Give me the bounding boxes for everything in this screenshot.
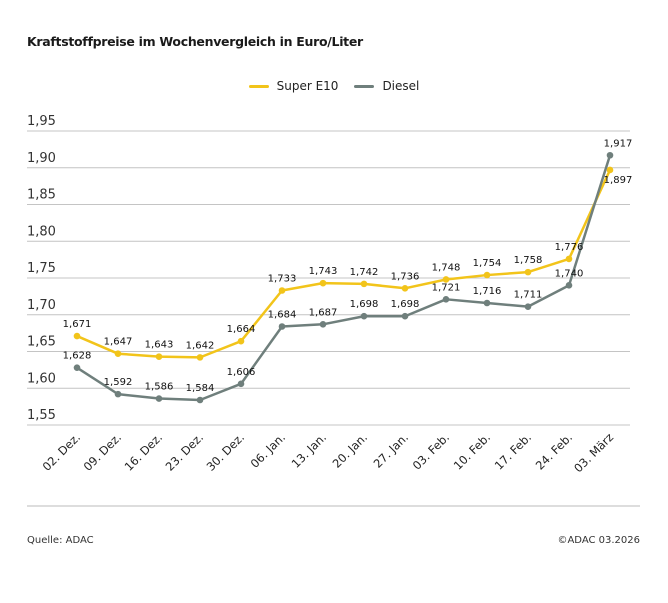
data-point (114, 390, 122, 398)
data-label: 1,897 (604, 175, 633, 186)
data-label: 1,742 (350, 267, 379, 278)
x-tick-label: 06. Jan. (248, 430, 289, 471)
x-tick-label: 24. Feb. (533, 430, 575, 472)
x-tick-label: 03. März (571, 430, 616, 475)
data-label: 1,754 (473, 258, 502, 269)
data-label: 1,687 (309, 307, 338, 318)
data-point (360, 280, 368, 288)
data-point (114, 350, 122, 358)
data-point (483, 299, 491, 307)
x-tick-label: 02. Dez. (40, 430, 84, 474)
y-tick-label: 1,90 (27, 151, 56, 166)
data-label: 1,643 (145, 340, 174, 351)
legend-swatch-super-e10 (248, 84, 269, 88)
data-label: 1,684 (268, 310, 297, 321)
data-label: 1,698 (391, 299, 420, 310)
data-label: 1,716 (473, 286, 502, 297)
data-label: 1,736 (391, 271, 420, 282)
x-tick-label: 13. Jan. (289, 430, 330, 471)
data-point (237, 337, 245, 345)
series-line-super-e10 (76, 169, 612, 359)
data-label: 1,584 (186, 383, 215, 394)
data-label: 1,743 (309, 266, 338, 277)
data-point (319, 279, 327, 287)
data-point (442, 276, 450, 283)
data-label: 1,733 (268, 273, 297, 284)
x-tick-label: 10. Feb. (451, 430, 493, 472)
source-note: Quelle: ADAC (27, 535, 94, 546)
data-point (155, 395, 163, 402)
data-point (196, 396, 204, 404)
data-point (401, 284, 409, 292)
data-label: 1,606 (227, 367, 256, 378)
data-label: 1,642 (186, 340, 215, 351)
x-tick-label: 16. Dez. (122, 430, 166, 474)
legend: Super E10 Diesel (0, 79, 668, 93)
data-label: 1,698 (350, 299, 379, 310)
y-tick-label: 1,75 (27, 261, 56, 276)
data-label: 1,748 (432, 262, 461, 273)
data-point (483, 271, 491, 279)
data-point (524, 303, 532, 310)
data-point (155, 353, 163, 360)
data-point (73, 364, 81, 371)
x-tick-label: 17. Feb. (492, 430, 534, 472)
x-tick-label: 27. Jan. (371, 430, 412, 471)
data-point (565, 255, 573, 263)
y-tick-label: 1,65 (27, 335, 56, 350)
data-point (524, 268, 532, 276)
x-tick-label: 09. Dez. (81, 430, 125, 474)
data-point (606, 151, 614, 159)
data-label: 1,664 (227, 324, 256, 335)
chart-title: Kraftstoffpreise im Wochenvergleich in E… (27, 34, 363, 49)
copyright-note: ©ADAC 03.2026 (557, 535, 640, 546)
y-tick-label: 1,55 (27, 408, 56, 423)
data-point (565, 282, 573, 289)
y-tick-label: 1,60 (27, 371, 56, 386)
legend-label: Super E10 (276, 79, 339, 93)
legend-item-super-e10: Super E10 (248, 79, 339, 93)
data-label: 1,586 (145, 382, 174, 393)
data-point (606, 166, 614, 174)
series-line-diesel (76, 154, 612, 402)
data-point (278, 287, 286, 294)
data-label: 1,740 (555, 268, 584, 279)
data-label: 1,671 (63, 319, 92, 330)
x-tick-label: 23. Dez. (163, 430, 207, 474)
data-label: 1,628 (63, 351, 92, 362)
y-tick-label: 1,70 (27, 298, 56, 313)
data-label: 1,721 (432, 282, 461, 293)
y-tick-label: 1,80 (27, 224, 56, 239)
x-tick-label: 03. Feb. (410, 430, 452, 472)
legend-swatch-diesel (354, 84, 375, 88)
data-label: 1,917 (604, 138, 633, 149)
y-tick-label: 1,95 (27, 114, 56, 129)
data-point (196, 354, 204, 361)
data-label: 1,647 (104, 337, 133, 348)
data-label: 1,711 (514, 290, 543, 301)
data-point (442, 296, 450, 303)
data-point (237, 380, 245, 388)
y-tick-label: 1,85 (27, 188, 56, 203)
data-point (401, 312, 409, 320)
data-label: 1,758 (514, 255, 543, 266)
data-point (73, 332, 81, 340)
x-tick-label: 30. Dez. (204, 430, 248, 474)
data-point (360, 312, 368, 320)
x-tick-label: 20. Jan. (330, 430, 371, 471)
data-label: 1,592 (104, 377, 133, 388)
data-point (319, 321, 327, 328)
data-label: 1,776 (555, 242, 584, 253)
data-point (278, 323, 286, 330)
legend-label: Diesel (382, 79, 420, 93)
legend-item-diesel: Diesel (354, 79, 419, 93)
